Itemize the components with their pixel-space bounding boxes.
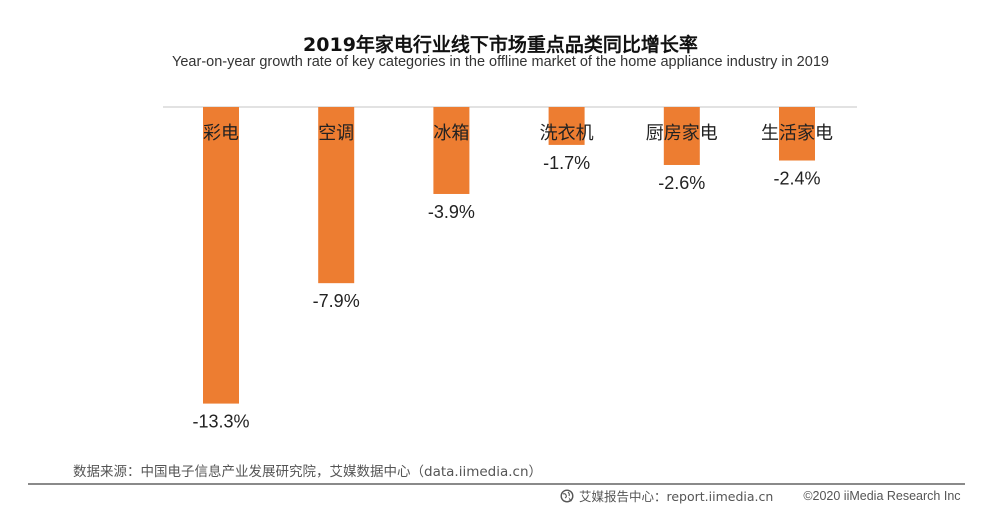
data-label: -3.9% (428, 202, 475, 222)
bar (318, 107, 355, 284)
footer: 艾媒报告中心：report.iimedia.cn ©2020 iiMedia R… (560, 486, 961, 505)
bars-group (203, 107, 815, 404)
category-label: 生活家电 (761, 123, 833, 144)
category-label: 空调 (318, 123, 354, 144)
value-labels-group: -13.3% -7.9% -3.9% -1.7% -2.6% -2.4% (192, 153, 820, 432)
bar (433, 107, 470, 194)
category-label: 冰箱 (433, 123, 469, 144)
report-center-link[interactable]: 艾媒报告中心：report.iimedia.cn (579, 489, 774, 504)
chart-subtitle: Year-on-year growth rate of key categori… (172, 54, 829, 70)
data-label: -7.9% (313, 291, 360, 311)
chart-title: 2019年家电行业线下市场重点品类同比增长率 (303, 34, 698, 56)
globe-icon (560, 488, 574, 503)
bar (548, 107, 585, 145)
category-label: 彩电 (203, 123, 239, 144)
category-label: 洗衣机 (540, 123, 594, 144)
data-label: -2.6% (658, 173, 705, 193)
copyright-text: ©2020 iiMedia Research Inc (803, 488, 961, 503)
category-labels-group: 彩电 空调 冰箱 洗衣机 厨房家电 生活家电 (203, 123, 833, 144)
data-label: -2.4% (773, 169, 820, 189)
bar (779, 107, 815, 161)
data-source-note: 数据来源：中国电子信息产业发展研究院，艾媒数据中心（data.iimedia.c… (73, 464, 543, 480)
footer-divider (28, 483, 965, 485)
bar (203, 107, 239, 404)
bar (663, 107, 700, 165)
data-label: -1.7% (543, 153, 590, 173)
category-label: 厨房家电 (646, 123, 718, 144)
data-label: -13.3% (192, 412, 249, 432)
